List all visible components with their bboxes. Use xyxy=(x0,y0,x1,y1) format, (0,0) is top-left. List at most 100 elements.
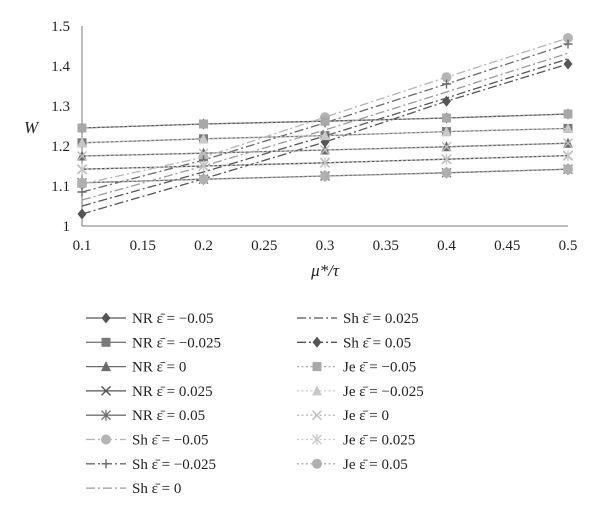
marker-square xyxy=(442,113,451,123)
marker-diamond xyxy=(77,208,87,220)
legend-item-je-eps-minus-0p025: Je ε̄ = −0.025 xyxy=(297,384,424,400)
data-point-je-eps-0p025 xyxy=(198,160,209,172)
marker-triangle xyxy=(320,130,330,141)
data-point-je-eps-0p025 xyxy=(441,153,452,165)
marker-asterisk xyxy=(101,409,111,421)
legend-swatch-marker xyxy=(101,434,111,445)
legend-item-sh-eps-0p05: Sh ε̄ = 0.05 xyxy=(297,335,411,351)
legend-label: Je ε̄ = −0.05 xyxy=(343,360,416,376)
x-tick-label: 0.2 xyxy=(194,238,213,254)
data-point-je-eps-minus-0p025 xyxy=(563,122,573,133)
legend-swatch-marker xyxy=(312,336,322,348)
axes: 1 1.1 1.2 1.3 1.4 1.5 0.1 0.15 0.2 0.25 0.3 0.35 0.4… xyxy=(24,19,577,280)
marker-x xyxy=(563,138,573,149)
data-point-je-eps-0 xyxy=(77,151,87,161)
data-point-sh-eps-0p05 xyxy=(77,208,87,220)
legend-label: Sh ε̄ = 0.05 xyxy=(343,335,411,351)
data-point-sh-eps-minus-0p025 xyxy=(563,39,573,49)
x-tick-label: 0.25 xyxy=(251,238,277,254)
marker-circle xyxy=(563,33,573,43)
marker-diamond xyxy=(312,336,322,348)
marker-triangle xyxy=(563,122,573,133)
x-tick-label: 0.3 xyxy=(316,238,335,254)
marker-square xyxy=(77,123,87,133)
legend-item-sh-eps-minus-0p05: Sh ε̄ = −0.05 xyxy=(86,433,209,449)
marker-square xyxy=(101,337,111,347)
legend-label: NR ε̄ = −0.025 xyxy=(132,335,221,351)
data-point-je-eps-minus-0p05 xyxy=(442,113,451,123)
legend-swatch-marker xyxy=(101,409,111,421)
marker-triangle xyxy=(441,126,452,137)
series-je-eps-minus-0p05 xyxy=(77,109,573,133)
data-point-je-eps-0p025 xyxy=(320,157,330,169)
legend-item-je-eps-0p025: Je ε̄ = 0.025 xyxy=(297,433,415,449)
x-axis-title: μ*/τ xyxy=(310,261,340,280)
marker-square xyxy=(563,109,573,119)
x-tick-label: 0.35 xyxy=(373,238,399,254)
y-tick-label: 1.1 xyxy=(51,179,70,195)
legend-label: Je ε̄ = 0 xyxy=(343,408,389,424)
data-point-je-eps-minus-0p05 xyxy=(563,109,573,119)
legend-swatch-marker xyxy=(312,362,322,372)
y-tick-label: 1.3 xyxy=(51,99,70,115)
legend-item-je-eps-minus-0p05: Je ε̄ = −0.05 xyxy=(297,360,416,376)
marker-circle xyxy=(198,174,209,185)
x-tick-label: 0.4 xyxy=(437,238,456,254)
marker-plus xyxy=(101,459,111,469)
x-tick-label: 0.5 xyxy=(559,238,578,254)
data-point-sh-eps-minus-0p025 xyxy=(77,187,87,197)
y-tick-label: 1.5 xyxy=(51,19,70,35)
legend-label: Je ε̄ = 0.05 xyxy=(343,457,408,473)
legend-swatch-marker xyxy=(101,385,111,396)
data-point-sh-eps-minus-0p05 xyxy=(441,72,452,83)
legend-label: NR ε̄ = 0.025 xyxy=(132,384,213,400)
data-point-je-eps-0p05 xyxy=(320,171,330,181)
data-point-sh-eps-minus-0p05 xyxy=(563,33,573,43)
legend-item-nr-eps-minus-0p025: NR ε̄ = −0.025 xyxy=(86,335,221,351)
marker-x xyxy=(312,410,322,421)
data-point-sh-eps-minus-0p025 xyxy=(442,79,451,89)
marker-asterisk xyxy=(77,163,87,175)
marker-x xyxy=(198,148,209,159)
marker-x xyxy=(101,385,111,396)
legend: NR ε̄ = −0.05 NR ε̄ = −0.025 NR ε̄ = 0 NR ε… xyxy=(86,311,424,497)
marker-asterisk xyxy=(563,150,573,162)
legend-item-nr-eps-minus-0p05: NR ε̄ = −0.05 xyxy=(86,311,214,327)
marker-asterisk xyxy=(320,157,330,169)
legend-label: NR ε̄ = 0 xyxy=(132,360,186,376)
marker-diamond xyxy=(442,95,451,107)
marker-triangle xyxy=(77,137,87,148)
marker-triangle xyxy=(198,133,209,144)
data-point-je-eps-0p025 xyxy=(563,150,573,162)
y-tick-label: 1 xyxy=(63,219,71,235)
y-tick-label: 1.2 xyxy=(51,139,70,155)
legend-label: Sh ε̄ = 0.025 xyxy=(343,311,419,327)
series-je-eps-0 xyxy=(77,138,573,161)
legend-label: Sh ε̄ = 0 xyxy=(132,481,181,497)
marker-x xyxy=(77,151,87,161)
data-point-sh-eps-0p05 xyxy=(563,58,573,70)
series-je-eps-0p025 xyxy=(77,150,573,175)
legend-item-sh-eps-0p025: Sh ε̄ = 0.025 xyxy=(297,311,419,327)
legend-swatch-marker xyxy=(101,459,111,469)
legend-item-sh-eps-minus-0p025: Sh ε̄ = −0.025 xyxy=(86,457,216,473)
data-point-je-eps-minus-0p025 xyxy=(77,137,87,148)
legend-swatch-marker xyxy=(101,361,111,372)
data-point-je-eps-0p05 xyxy=(77,177,87,188)
legend-item-je-eps-0: Je ε̄ = 0 xyxy=(297,408,389,424)
legend-item-nr-eps-0p025: NR ε̄ = 0.025 xyxy=(86,384,213,400)
y-tick-label: 1.4 xyxy=(51,59,70,75)
data-point-je-eps-minus-0p05 xyxy=(320,116,330,126)
legend-label: Je ε̄ = −0.025 xyxy=(343,384,424,400)
x-tick-label: 0.1 xyxy=(73,238,92,254)
legend-swatch-marker xyxy=(101,312,111,324)
marker-circle xyxy=(441,72,452,83)
marker-circle xyxy=(312,458,322,469)
series-je-eps-0p05 xyxy=(77,164,573,188)
marker-x xyxy=(320,145,330,155)
marker-circle xyxy=(563,164,573,175)
data-point-je-eps-minus-0p05 xyxy=(199,119,208,129)
data-point-je-eps-minus-0p025 xyxy=(198,133,209,144)
marker-square xyxy=(320,116,330,126)
